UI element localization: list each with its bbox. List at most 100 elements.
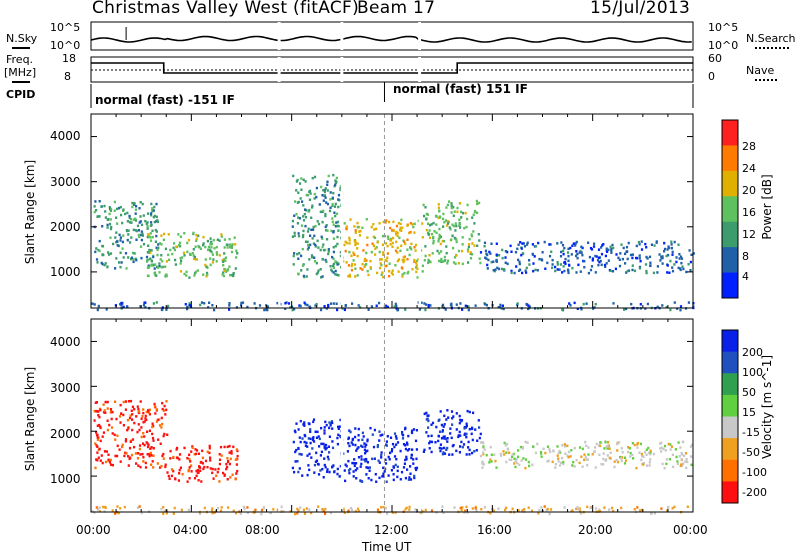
power-scatter-point bbox=[619, 252, 622, 255]
velocity-scatter-point bbox=[680, 451, 683, 455]
velocity-scatter-point bbox=[441, 452, 444, 456]
power-scatter-point bbox=[128, 216, 131, 220]
power-scatter-point bbox=[450, 211, 453, 214]
power-scatter-point bbox=[495, 260, 498, 263]
velocity-scatter-point bbox=[356, 507, 360, 511]
velocity-scatter-point bbox=[483, 448, 486, 451]
velocity-scatter-point bbox=[461, 506, 464, 509]
velocity-scatter-point bbox=[190, 450, 193, 453]
velocity-scatter-point bbox=[299, 419, 302, 423]
power-scatter-point bbox=[336, 235, 339, 239]
power-scatter-point bbox=[115, 216, 118, 219]
velocity-scatter-point bbox=[406, 443, 409, 446]
velocity-scatter-point bbox=[198, 512, 202, 515]
power-scatter-point bbox=[185, 274, 188, 277]
velocity-scatter-point bbox=[201, 462, 204, 465]
velocity-scatter-point bbox=[344, 463, 347, 466]
velocity-scatter-point bbox=[363, 442, 366, 445]
velocity-scatter-point bbox=[223, 473, 226, 476]
power-scatter-point bbox=[134, 229, 137, 232]
velocity-scatter-point bbox=[586, 458, 589, 461]
power-scatter-point bbox=[122, 234, 125, 237]
velocity-scatter-point bbox=[211, 471, 214, 475]
power-scatter-point bbox=[441, 239, 444, 243]
velocity-scatter-point bbox=[594, 466, 597, 469]
power-scatter-point bbox=[476, 211, 479, 215]
velocity-scatter-point bbox=[211, 507, 214, 510]
power-scatter-point bbox=[563, 269, 566, 273]
velocity-scatter-point bbox=[451, 423, 454, 426]
power-scatter-point bbox=[605, 262, 608, 265]
velocity-scatter-point bbox=[638, 451, 641, 454]
power-scatter-point bbox=[97, 248, 100, 252]
nsearch-tick-bottom: 10^0 bbox=[708, 39, 739, 52]
velocity-scatter-point bbox=[348, 444, 351, 448]
velocity-scatter-point bbox=[562, 460, 565, 464]
power-scatter-point bbox=[203, 302, 206, 305]
power-scatter-point bbox=[301, 264, 305, 267]
velocity-scatter-point bbox=[673, 505, 676, 509]
power-scatter-point bbox=[367, 308, 370, 311]
power-scatter-point bbox=[466, 203, 469, 207]
freq-tick-top: 18 bbox=[62, 52, 76, 65]
power-scatter-point bbox=[199, 303, 202, 307]
power-scatter-point bbox=[295, 189, 298, 192]
power-scatter-point bbox=[665, 306, 668, 309]
power-scatter-point bbox=[130, 236, 133, 239]
power-scatter-point bbox=[638, 257, 641, 260]
power-scatter-point bbox=[398, 228, 402, 232]
velocity-scatter-point bbox=[647, 446, 650, 450]
velocity-scatter-point bbox=[354, 468, 357, 472]
velocity-scatter-point bbox=[111, 410, 114, 414]
velocity-scatter-point bbox=[137, 452, 140, 455]
power-scatter-point bbox=[140, 256, 143, 260]
velocity-scatter-point bbox=[441, 505, 444, 508]
power-scatter-point bbox=[291, 225, 294, 228]
power-scatter-point bbox=[308, 305, 311, 308]
velocity-scatter-point bbox=[130, 409, 133, 412]
power-scatter-point bbox=[124, 212, 127, 216]
power-scatter-point bbox=[427, 305, 430, 308]
power-scatter-point bbox=[336, 263, 339, 266]
velocity-scatter-point bbox=[427, 419, 430, 423]
power-scatter-point bbox=[671, 269, 675, 273]
power-scatter-point bbox=[276, 301, 279, 305]
power-scatter-point bbox=[560, 241, 563, 244]
velocity-scatter-point bbox=[323, 432, 326, 435]
power-scatter-point bbox=[515, 265, 518, 268]
velocity-scatter-point bbox=[94, 466, 97, 470]
power-scatter-point bbox=[618, 264, 622, 268]
power-scatter-point bbox=[315, 261, 318, 265]
velocity-scatter-point bbox=[151, 436, 155, 440]
velocity-scatter-point bbox=[119, 421, 122, 424]
power-scatter-point bbox=[358, 230, 361, 233]
velocity-scatter-point bbox=[378, 476, 381, 480]
power-scatter-point bbox=[437, 206, 440, 209]
power-scatter-point bbox=[197, 244, 200, 248]
power-scatter-point bbox=[513, 271, 516, 275]
velocity-scatter-point bbox=[611, 506, 614, 510]
power-scatter-point bbox=[117, 206, 121, 210]
power-scatter-point bbox=[444, 308, 447, 311]
power-scatter-point bbox=[361, 226, 364, 230]
velocity-scatter-point bbox=[331, 440, 334, 443]
velocity-scatter-point bbox=[347, 437, 350, 441]
power-scatter-point bbox=[188, 302, 191, 305]
power-scatter-point bbox=[197, 234, 200, 238]
velocity-scatter-point bbox=[152, 439, 155, 442]
velocity-scatter-point bbox=[519, 445, 522, 449]
power-scatter-point bbox=[670, 240, 673, 243]
nsky-label: N.Sky bbox=[6, 32, 38, 45]
power-scatter-point bbox=[320, 276, 323, 279]
power-ytick: 1000 bbox=[50, 265, 81, 279]
power-scatter-point bbox=[169, 248, 172, 252]
power-scatter-point bbox=[129, 218, 133, 221]
power-scatter-point bbox=[155, 202, 158, 206]
velocity-scatter-point bbox=[191, 446, 194, 450]
power-scatter-point bbox=[306, 303, 309, 307]
velocity-scatter-point bbox=[142, 456, 145, 459]
power-scatter-point bbox=[548, 254, 552, 258]
power-scatter-point bbox=[381, 234, 385, 238]
power-scatter-point bbox=[223, 252, 226, 255]
power-scatter-point bbox=[124, 252, 128, 255]
